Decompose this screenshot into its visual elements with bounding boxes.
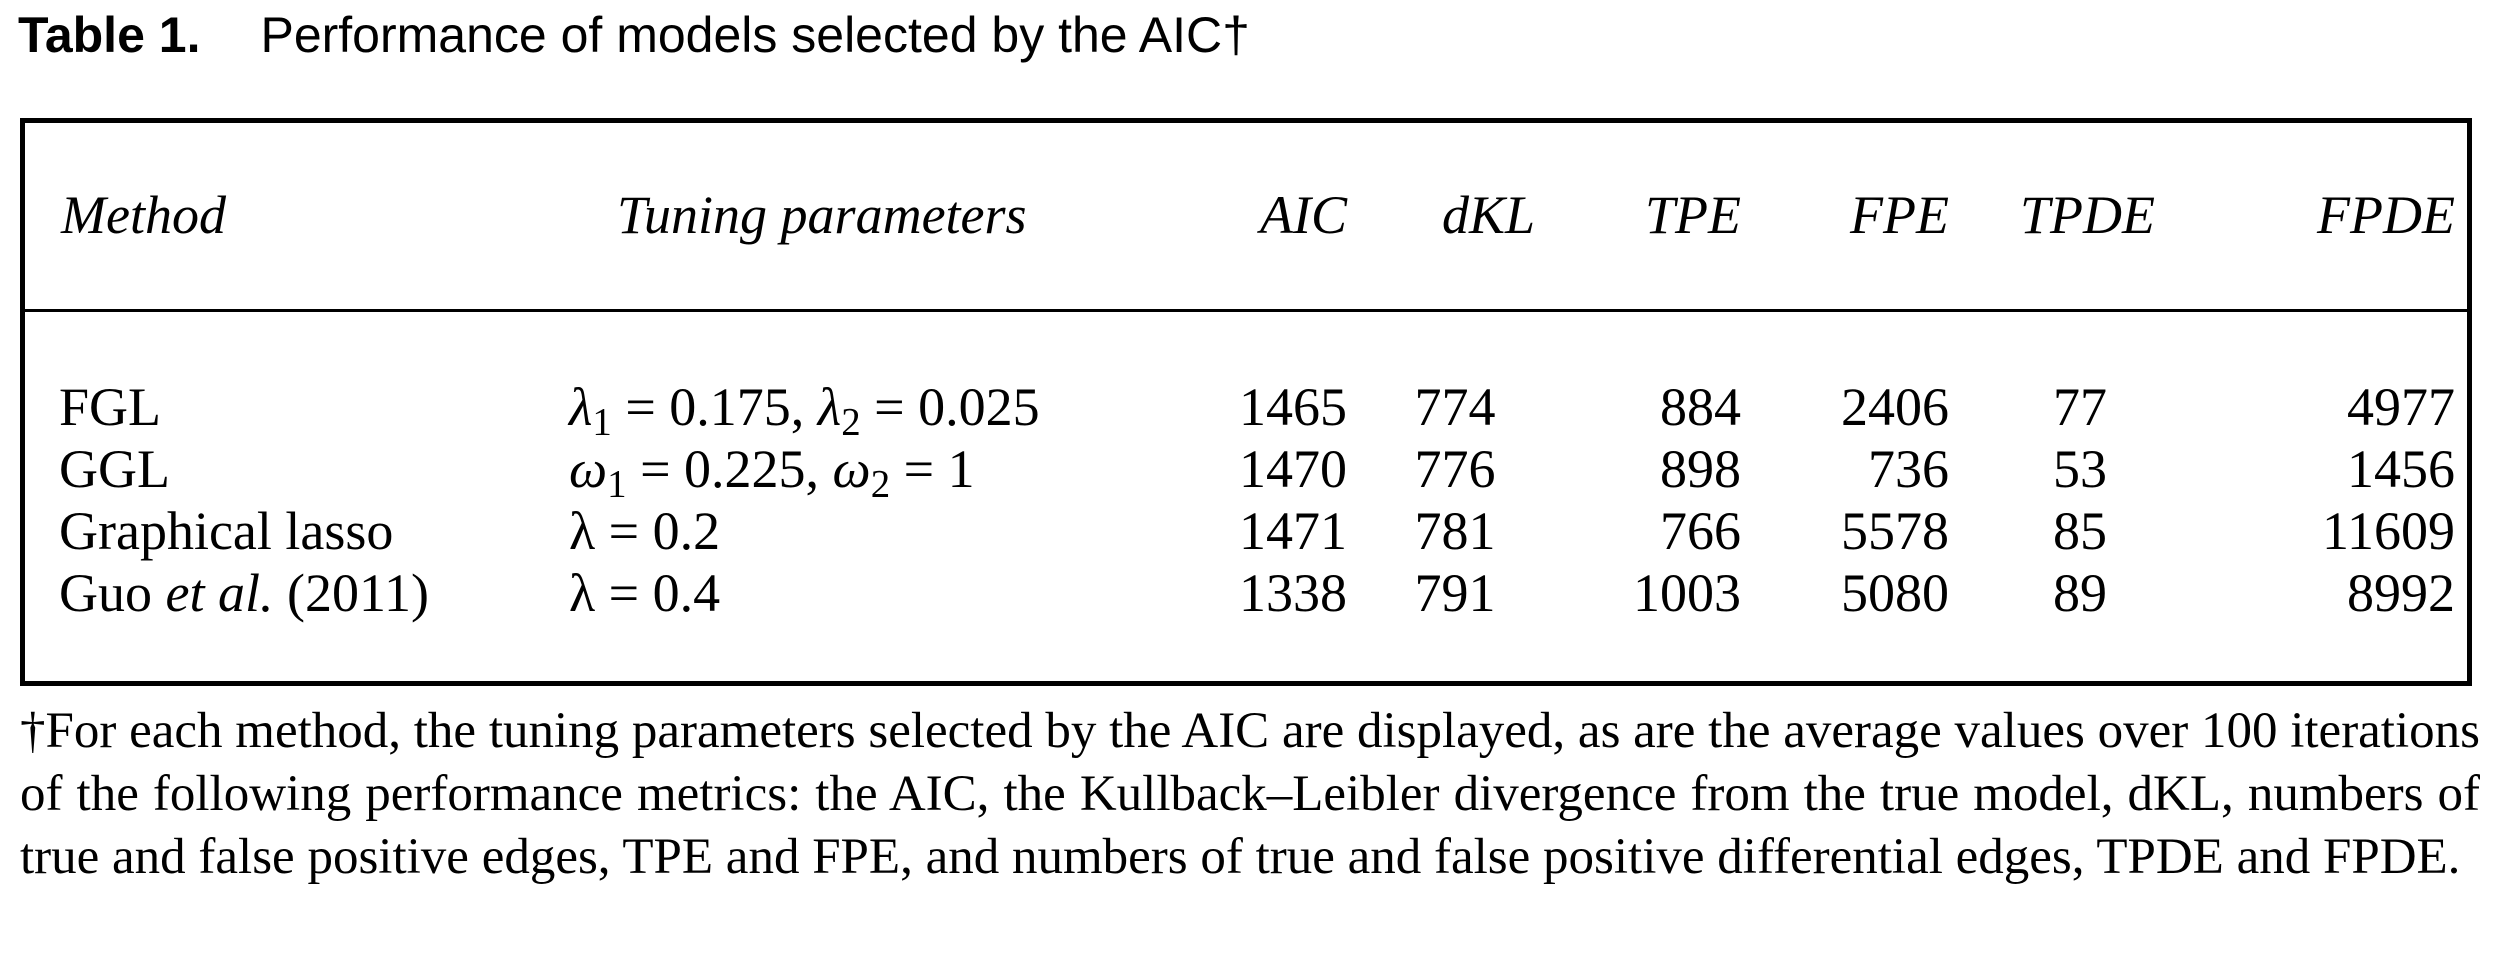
row-glasso-tuning: λ = 0.2 [569, 501, 721, 561]
row-ggl-fpde: 1456 [2347, 439, 2455, 499]
row-fgl-dkl: 774 [1414, 377, 1496, 437]
row-fgl-tpe: 884 [1660, 377, 1741, 437]
row-glasso-fpde: 11609 [2322, 501, 2455, 561]
table-title: Performance of models selected by the AI… [260, 7, 1250, 63]
header-tpe: TPE [1644, 185, 1741, 245]
row-glasso-aic: 1471 [1239, 501, 1347, 561]
header-rule [25, 309, 2467, 312]
row-ggl-dkl: 776 [1414, 439, 1496, 499]
row-fgl-method: FGL [59, 377, 162, 437]
header-fpe: FPE [1850, 185, 1949, 245]
table-footnote: †For each method, the tuning parameters … [20, 703, 2480, 885]
row-glasso-tpe: 766 [1660, 501, 1741, 561]
row-ggl-tuning: ω1 = 0.225, ω2 = 1 [569, 439, 975, 506]
row-glasso-tpde: 85 [2053, 501, 2107, 561]
row-guo-fpde: 8992 [2347, 563, 2455, 623]
header-tpde: TPDE [2020, 185, 2155, 245]
row-guo-fpe: 5080 [1841, 563, 1949, 623]
table-label: Table 1. [18, 7, 201, 63]
row-guo-aic: 1338 [1239, 563, 1347, 623]
header-dkl: dKL [1441, 185, 1535, 245]
table-caption: Table 1. Performance of models selected … [18, 0, 1250, 70]
row-fgl-tuning: λ1 = 0.175, λ2 = 0.025 [569, 377, 1040, 444]
row-guo-dkl: 791 [1414, 563, 1496, 623]
row-glasso-fpe: 5578 [1841, 501, 1949, 561]
header-aic: AIC [1260, 185, 1347, 245]
results-table: Method Tuning parameters AIC dKL TPE FPE… [20, 118, 2472, 686]
header-fpde: FPDE [2317, 185, 2455, 245]
row-fgl-tpde: 77 [2053, 377, 2107, 437]
row-ggl-tpe: 898 [1660, 439, 1741, 499]
row-glasso-method: Graphical lasso [59, 501, 394, 561]
row-guo-tuning: λ = 0.4 [569, 563, 721, 623]
header-tuning-parameters: Tuning parameters [617, 185, 1027, 245]
row-guo-method: Guo et al. (2011) [59, 563, 429, 623]
row-guo-tpe: 1003 [1633, 563, 1741, 623]
row-ggl-method: GGL [59, 439, 170, 499]
row-ggl-fpe: 736 [1868, 439, 1949, 499]
row-ggl-aic: 1470 [1239, 439, 1347, 499]
row-ggl-tpde: 53 [2053, 439, 2107, 499]
row-fgl-fpe: 2406 [1841, 377, 1949, 437]
row-guo-tpde: 89 [2053, 563, 2107, 623]
row-glasso-dkl: 781 [1414, 501, 1496, 561]
row-fgl-aic: 1465 [1239, 377, 1347, 437]
header-method: Method [61, 185, 226, 245]
row-fgl-fpde: 4977 [2347, 377, 2455, 437]
